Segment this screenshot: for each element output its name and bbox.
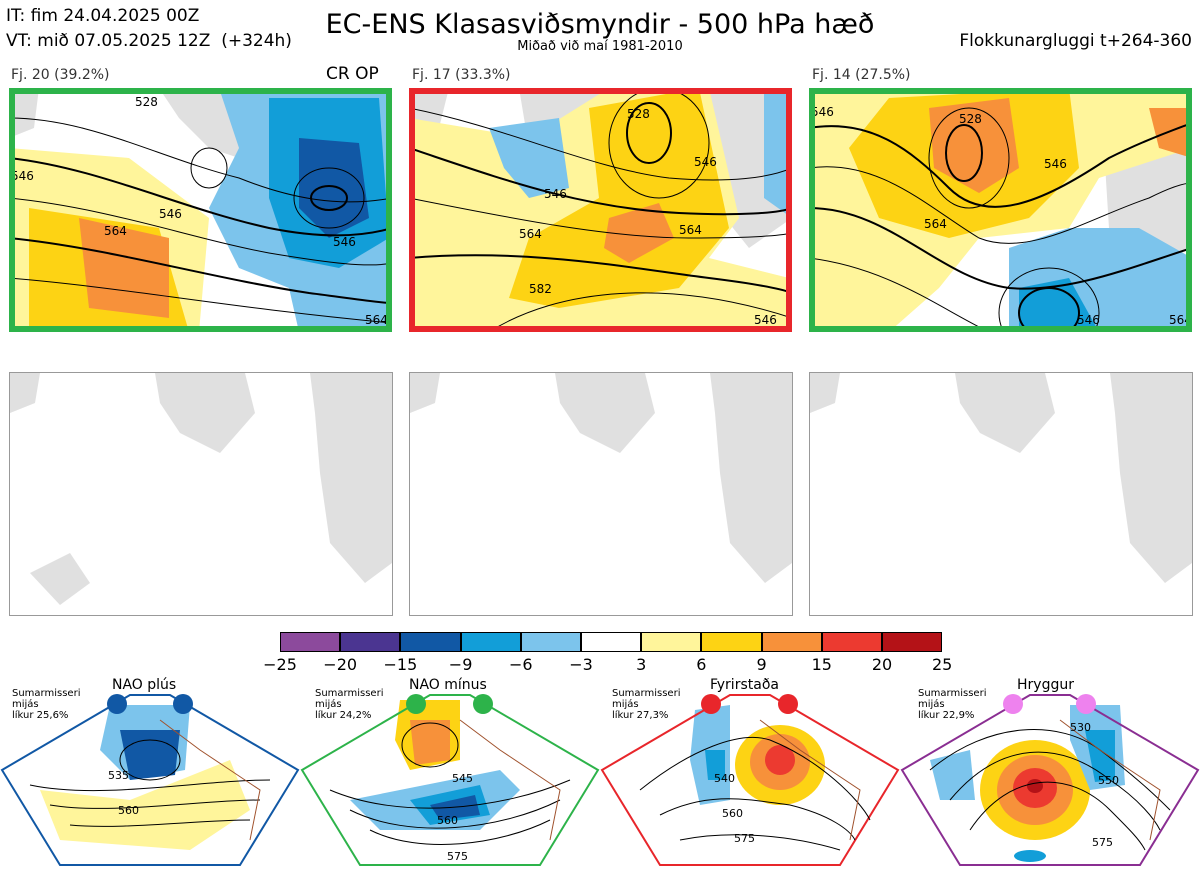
colorbar-segment [340, 632, 401, 652]
regime-contour-label: 575 [734, 832, 755, 845]
regime-nao-minus: 545 560 575 [300, 690, 600, 871]
contour-label: 546 [811, 105, 834, 119]
regime-dot-nao-plus-2 [173, 694, 193, 714]
colorbar-segment [821, 632, 882, 652]
contour-label: 564 [1169, 313, 1192, 327]
contour-label: 528 [627, 107, 650, 121]
contour-label: 546 [1077, 313, 1100, 327]
regime-dot-nao-minus-2 [473, 694, 493, 714]
cluster-2-map: 528 546 564 582 546 546 564 [409, 88, 792, 332]
regime-dot-ridge-1 [1003, 694, 1023, 714]
regime-title-nao-minus: NAO mínus [409, 677, 487, 693]
regime-dot-blocking-1 [701, 694, 721, 714]
colorbar-tick-label: −3 [569, 655, 593, 674]
contour-label: 564 [679, 223, 702, 237]
regime-dot-blocking-2 [778, 694, 798, 714]
contour-label: 582 [529, 282, 552, 296]
empty-map-3 [809, 372, 1193, 616]
colorbar-segment [701, 632, 762, 652]
valid-time: VT: mið 07.05.2025 12Z (+324h) [6, 31, 292, 51]
contour-label: 546 [1044, 157, 1067, 171]
contour-label: 528 [135, 95, 158, 109]
contour-label: 564 [104, 224, 127, 238]
contour-label: 546 [333, 235, 356, 249]
page-subtitle: Miðað við maí 1981-2010 [517, 39, 683, 54]
colorbar-tick-label: −6 [509, 655, 533, 674]
colorbar-tick-label: −20 [323, 655, 358, 674]
colorbar-segment [400, 632, 461, 652]
regime-title-nao-plus: NAO plús [112, 677, 177, 693]
regime-contour-label: 550 [1098, 774, 1119, 787]
regime-dot-nao-minus-1 [406, 694, 426, 714]
page-title: EC-ENS Klasasviðsmyndir - 500 hPa hæð [325, 9, 875, 40]
cluster-3-map: 528 546 564 546 546 564 [809, 88, 1192, 332]
regime-contour-label: 575 [447, 850, 468, 863]
colorbar-segment [761, 632, 822, 652]
colorbar-segment [460, 632, 521, 652]
regime-dot-nao-plus-1 [107, 694, 127, 714]
colorbar-segment [882, 632, 943, 652]
empty-map-2 [409, 372, 793, 616]
colorbar-segment [581, 632, 642, 652]
contour-label: 546 [544, 187, 567, 201]
regime-contour-label: 560 [437, 814, 458, 827]
contour-label: 564 [924, 217, 947, 231]
regime-prob-ridge: Sumarmisseri mijás líkur 22,9% [918, 688, 987, 721]
contour-label: 546 [694, 155, 717, 169]
initial-time: IT: fim 24.04.2025 00Z [6, 6, 200, 26]
regime-ridge: 530 550 575 [900, 690, 1200, 871]
colorbar-segment [641, 632, 702, 652]
contour-label: 546 [754, 313, 777, 327]
colorbar-tick-label: 20 [871, 655, 893, 674]
colorbar-tick-label: 25 [932, 655, 953, 674]
colorbar-tick-label: 9 [756, 655, 767, 674]
regime-nao-plus: 535 560 [0, 690, 300, 871]
contour-label: 564 [365, 313, 388, 327]
regime-contour-label: 535 [108, 769, 129, 782]
regime-contour-label: 530 [1070, 721, 1091, 734]
colorbar-tick-label: 6 [696, 655, 707, 674]
colorbar-segment [520, 632, 581, 652]
cluster-1-label: Fj. 20 (39.2%) [11, 67, 110, 83]
colorbar-tick-label: −9 [448, 655, 473, 674]
colorbar-segment [280, 632, 341, 652]
cluster-1-tag: CR OP [326, 64, 379, 84]
regime-dot-ridge-2 [1076, 694, 1096, 714]
colorbar-tick-label: −25 [263, 655, 297, 674]
regime-prob-nao-plus: Sumarmisseri mijás líkur 25,6% [12, 688, 81, 721]
empty-map-1 [9, 372, 393, 616]
classification-window: Flokkunargluggi t+264-360 [959, 31, 1192, 51]
regime-contour-label: 545 [452, 772, 473, 785]
regime-prob-blocking: Sumarmisseri mijás líkur 27,3% [612, 688, 681, 721]
colorbar-tick-label: −15 [383, 655, 418, 674]
regime-contour-label: 560 [722, 807, 743, 820]
regime-title-ridge: Hryggur [1017, 677, 1074, 693]
regime-contour-label: 560 [118, 804, 139, 817]
contour-label: 546 [11, 169, 34, 183]
regime-blocking: 540 560 575 [600, 690, 900, 871]
cluster-2-label: Fj. 17 (33.3%) [412, 67, 511, 83]
cluster-3-label: Fj. 14 (27.5%) [812, 67, 911, 83]
regime-contour-label: 575 [1092, 836, 1113, 849]
regime-title-blocking: Fyrirstaða [710, 677, 779, 693]
cluster-1-map: 528 546 564 546 546 564 [9, 88, 392, 332]
colorbar-tick-label: 3 [636, 655, 647, 674]
regime-contour-label: 540 [714, 772, 735, 785]
regime-prob-nao-minus: Sumarmisseri mijás líkur 24,2% [315, 688, 384, 721]
contour-label: 528 [959, 112, 982, 126]
contour-label: 564 [519, 227, 542, 241]
contour-label: 546 [159, 207, 182, 221]
colorbar-tick-label: 15 [811, 655, 832, 674]
